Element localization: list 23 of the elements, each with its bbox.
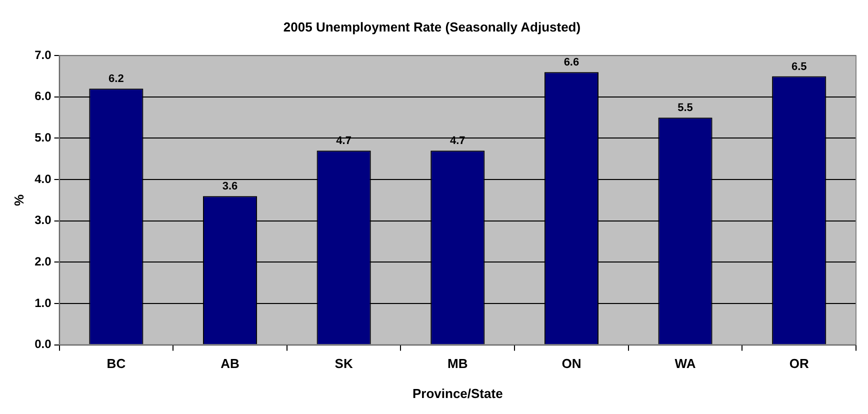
- x-tick-label: ON: [562, 356, 582, 372]
- y-tick-label: 0.0: [34, 337, 52, 352]
- data-label: 6.5: [791, 60, 807, 73]
- y-tick-label: 4.0: [34, 172, 52, 186]
- data-label: 5.5: [678, 102, 693, 114]
- data-label: 6.2: [108, 73, 124, 86]
- y-axis-title: %: [11, 194, 26, 206]
- x-tick-label: WA: [674, 356, 696, 372]
- x-tick-label: BC: [106, 356, 126, 372]
- chart-title: 2005 Unemployment Rate (Seasonally Adjusted): [283, 19, 581, 34]
- y-tick-label: 7.0: [34, 48, 52, 62]
- data-label: 6.6: [564, 56, 580, 69]
- x-tick-label: AB: [220, 356, 240, 372]
- x-tick-label: SK: [334, 356, 354, 372]
- y-tick-label: 5.0: [34, 130, 52, 145]
- x-tick-label: MB: [448, 356, 468, 372]
- x-axis-title: Province/State: [412, 386, 503, 401]
- y-tick-label: 2.0: [34, 254, 52, 268]
- data-label: 3.6: [222, 180, 238, 193]
- y-tick-label: 1.0: [34, 296, 52, 310]
- y-tick-label: 6.0: [34, 89, 52, 104]
- x-tick-label: OR: [789, 356, 810, 372]
- y-tick-label: 3.0: [34, 213, 52, 228]
